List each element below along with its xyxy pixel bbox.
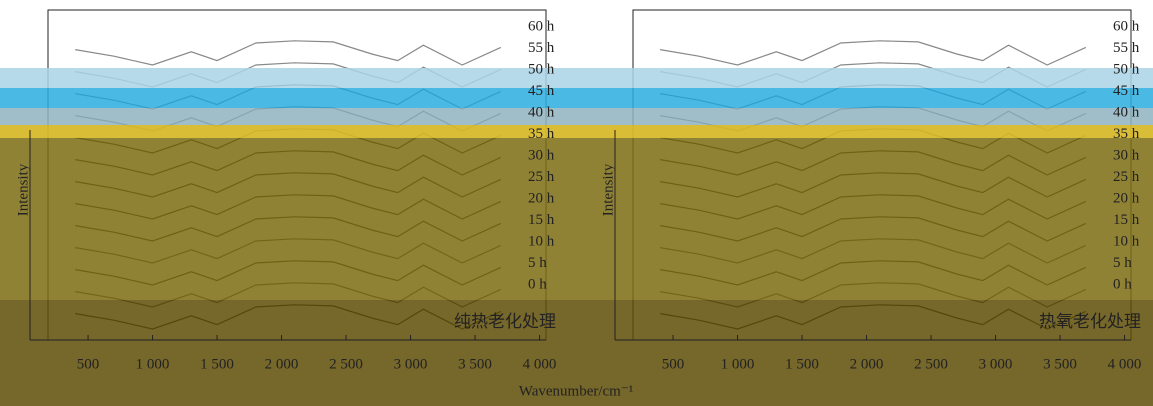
y-axis-label: Intensity (15, 163, 31, 216)
legend-label: 0 h (528, 276, 547, 292)
x-tick-label: 3 500 (458, 356, 492, 372)
x-tick-label: 2 000 (850, 356, 884, 372)
legend-label: 35 h (528, 126, 555, 142)
legend-label: 20 h (528, 190, 555, 206)
legend-label: 40 h (528, 104, 555, 120)
x-tick-label: 2 000 (265, 356, 299, 372)
legend-label: 10 h (1113, 233, 1140, 249)
legend-label: 45 h (528, 83, 555, 99)
legend-label: 0 h (1113, 276, 1132, 292)
panel-title: 纯热老化处理 (454, 312, 556, 332)
legend-label: 50 h (1113, 61, 1140, 77)
x-tick-label: 2 500 (329, 356, 363, 372)
legend-label: 5 h (1113, 255, 1132, 271)
x-tick-label: 1 000 (721, 356, 755, 372)
legend-label: 25 h (528, 169, 555, 185)
x-tick-label: 500 (77, 356, 100, 372)
x-tick-label: 500 (662, 356, 685, 372)
y-axis-label: Intensity (600, 163, 616, 216)
legend-label: 5 h (528, 255, 547, 271)
x-tick-label: 4 000 (523, 356, 557, 372)
x-tick-label: 3 500 (1043, 356, 1077, 372)
legend-label: 30 h (528, 147, 555, 163)
legend-label: 30 h (1113, 147, 1140, 163)
legend-label: 25 h (1113, 169, 1140, 185)
legend-label: 15 h (1113, 212, 1140, 228)
panel-title: 热氧老化处理 (1039, 312, 1141, 332)
x-tick-label: 2 500 (914, 356, 948, 372)
legend-label: 60 h (1113, 18, 1140, 34)
legend-label: 10 h (528, 233, 555, 249)
legend-label: 45 h (1113, 83, 1140, 99)
spectrum-line (75, 40, 502, 66)
legend-label: 55 h (1113, 40, 1140, 56)
x-tick-label: 4 000 (1108, 356, 1142, 372)
legend-label: 20 h (1113, 190, 1140, 206)
x-tick-label: 3 000 (979, 356, 1013, 372)
legend-label: 15 h (528, 212, 555, 228)
x-axis-label: Wavenumber/cm⁻¹ (519, 383, 634, 399)
legend-label: 35 h (1113, 126, 1140, 142)
legend-label: 55 h (528, 40, 555, 56)
x-tick-label: 1 500 (785, 356, 819, 372)
x-tick-label: 3 000 (394, 356, 428, 372)
overlay-bands (0, 68, 1153, 406)
legend-label: 40 h (1113, 104, 1140, 120)
x-tick-label: 1 000 (136, 356, 170, 372)
legend-label: 50 h (528, 61, 555, 77)
x-tick-label: 1 500 (200, 356, 234, 372)
spectrum-line (659, 40, 1087, 66)
legend-label: 60 h (528, 18, 555, 34)
